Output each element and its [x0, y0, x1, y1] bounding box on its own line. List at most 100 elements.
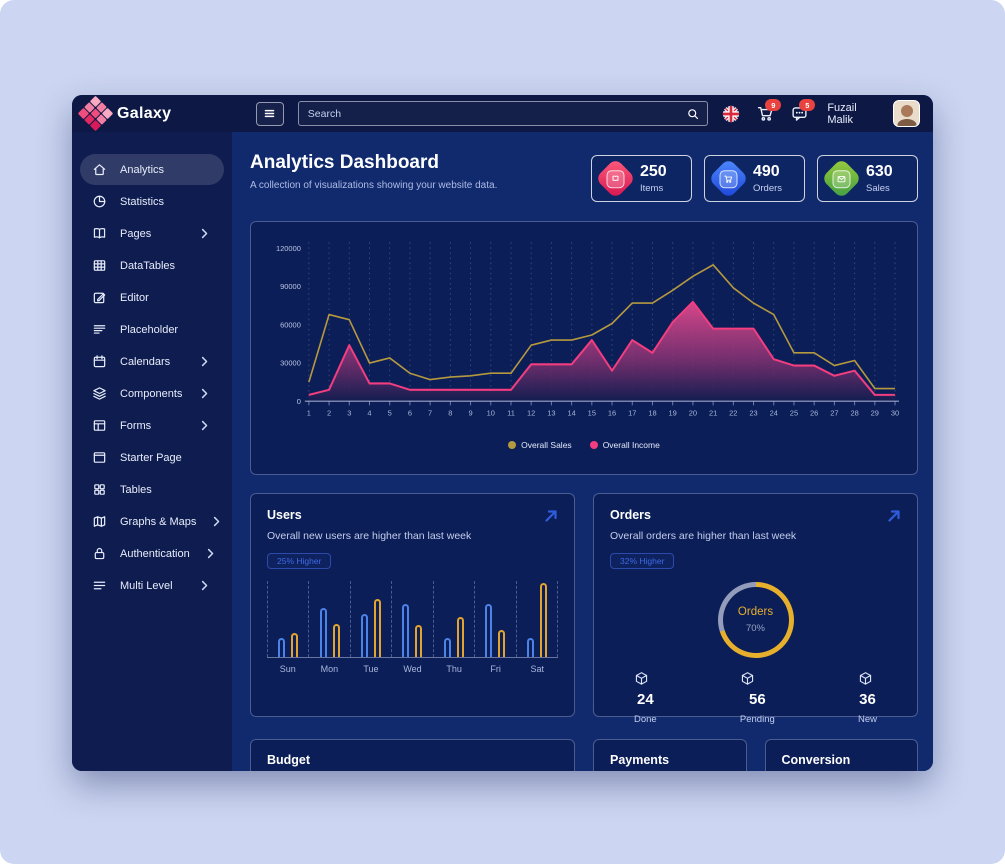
orders-growth-badge: 32% Higher — [610, 553, 675, 569]
users-expand-button[interactable] — [542, 507, 560, 525]
items-icon — [611, 174, 621, 184]
cart-button[interactable]: 9 — [757, 99, 782, 122]
stat-cards: 250 Items 490 Orders 630 Sales — [591, 155, 918, 202]
sidebar-item-label: Components — [120, 387, 183, 400]
editor-icon — [92, 290, 107, 305]
svg-text:11: 11 — [507, 408, 515, 417]
pie-chart-icon — [92, 194, 107, 209]
language-flag-icon[interactable] — [722, 105, 740, 123]
users-bar — [291, 632, 299, 657]
orders-stat-done: 24 Done — [634, 671, 657, 725]
sidebar-item-label: DataTables — [120, 259, 176, 272]
stat-value: 630 — [866, 162, 893, 180]
users-bar — [278, 638, 286, 657]
stat-card-items[interactable]: 250 Items — [591, 155, 692, 202]
orders-stat-value: 56 — [749, 691, 766, 708]
svg-text:29: 29 — [871, 408, 879, 417]
users-bar — [485, 603, 493, 657]
sidebar-item-label: Placeholder — [120, 323, 179, 336]
orders-card: Orders Overall orders are higher than la… — [593, 493, 918, 725]
user-name[interactable]: Fuzail Malik — [827, 101, 857, 126]
book-icon — [92, 226, 107, 241]
svg-text:90000: 90000 — [280, 282, 301, 291]
sidebar-item-pages[interactable]: Pages — [80, 218, 224, 249]
legend-dot — [508, 441, 517, 449]
messages-button[interactable]: 5 — [791, 99, 816, 122]
sidebar-item-editor[interactable]: Editor — [80, 282, 224, 313]
page-header: Analytics Dashboard A collection of visu… — [250, 152, 918, 202]
sidebar-item-placeholder[interactable]: Placeholder — [80, 314, 224, 345]
svg-text:4: 4 — [367, 408, 371, 417]
sales-diamond-icon — [820, 157, 863, 200]
svg-text:17: 17 — [628, 408, 636, 417]
sidebar-item-graphs-maps[interactable]: Graphs & Maps — [80, 506, 224, 537]
items-diamond-icon — [594, 157, 637, 200]
orders-stat-label: New — [857, 714, 877, 725]
chevron-right-icon — [197, 354, 212, 369]
galaxy-logo-icon — [77, 95, 114, 132]
search-input[interactable] — [298, 107, 680, 120]
users-bar — [332, 624, 340, 657]
svg-text:24: 24 — [770, 408, 778, 417]
legend-item-overall-sales: Overall Sales — [508, 440, 572, 450]
tables-icon — [92, 482, 107, 497]
sidebar-item-components[interactable]: Components — [80, 378, 224, 409]
top-icons-group: 9 5 Fuzail Malik — [722, 99, 920, 127]
page-title: Analytics Dashboard — [250, 152, 439, 173]
sidebar-item-tables[interactable]: Tables — [80, 474, 224, 505]
menu-toggle-button[interactable] — [256, 101, 284, 126]
page-subtitle: A collection of visualizations showing y… — [250, 180, 498, 191]
cart-icon — [724, 174, 734, 184]
sidebar-item-datatables[interactable]: DataTables — [80, 250, 224, 281]
svg-text:22: 22 — [729, 408, 737, 417]
svg-text:28: 28 — [850, 408, 858, 417]
sidebar-item-multi-level[interactable]: Multi Level — [80, 570, 224, 601]
legend-item-overall-income: Overall Income — [589, 440, 660, 450]
svg-text:120000: 120000 — [276, 244, 301, 253]
chevron-right-icon — [197, 418, 212, 433]
users-bar — [443, 638, 451, 657]
users-bar-group-sun — [267, 581, 308, 657]
starter-page-icon — [92, 450, 107, 465]
stat-card-sales[interactable]: 630 Sales — [817, 155, 918, 202]
donut-center-label: Orders — [737, 606, 774, 618]
stat-label: Sales — [866, 182, 890, 194]
budget-card-title: Budget — [267, 753, 311, 767]
legend-dot — [589, 441, 598, 449]
sidebar-item-calendars[interactable]: Calendars — [80, 346, 224, 377]
chevron-right-icon — [197, 386, 212, 401]
main-content: Analytics Dashboard A collection of visu… — [232, 132, 933, 771]
donut-center-percent: 70% — [745, 623, 765, 634]
stat-label: Orders — [753, 182, 783, 194]
orders-expand-button[interactable] — [885, 507, 903, 525]
svg-text:2: 2 — [327, 408, 331, 417]
svg-text:26: 26 — [810, 408, 818, 417]
page-title-block: Analytics Dashboard A collection of visu… — [250, 152, 497, 191]
orders-card-subtitle: Overall orders are higher than last week — [610, 530, 797, 542]
orders-stat-value: 36 — [859, 691, 876, 708]
user-avatar[interactable] — [893, 100, 920, 127]
brand-logo[interactable]: Galaxy — [72, 95, 243, 132]
users-bar-group-sat — [515, 581, 558, 657]
orders-stats-row: 24 Done 56 Pending 36 New — [610, 671, 901, 725]
sidebar-item-starter-page[interactable]: Starter Page — [80, 442, 224, 473]
sidebar-item-label: Statistics — [120, 195, 165, 208]
sidebar-item-label: Calendars — [120, 355, 171, 368]
orders-diamond-icon — [707, 157, 750, 200]
stat-card-orders[interactable]: 490 Orders — [704, 155, 805, 202]
svg-text:21: 21 — [709, 408, 717, 417]
sidebar-item-forms[interactable]: Forms — [80, 410, 224, 441]
users-bar — [498, 629, 506, 657]
search-bar — [297, 101, 709, 126]
stat-label: Items — [640, 182, 664, 194]
svg-text:14: 14 — [567, 408, 575, 417]
users-card: Users Overall new users are higher than … — [250, 493, 575, 717]
sidebar-item-authentication[interactable]: Authentication — [80, 538, 224, 569]
search-icon[interactable] — [679, 102, 707, 125]
cube-icon — [634, 671, 657, 686]
svg-text:5: 5 — [388, 408, 392, 417]
sidebar-item-analytics[interactable]: Analytics — [80, 154, 224, 185]
users-bar-group-mon — [308, 581, 349, 657]
sidebar-item-statistics[interactable]: Statistics — [80, 186, 224, 217]
chevron-right-icon — [209, 514, 224, 529]
